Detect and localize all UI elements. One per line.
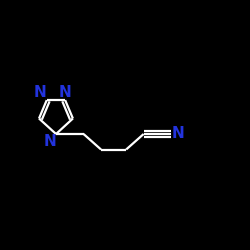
Text: N: N xyxy=(43,134,56,149)
Text: N: N xyxy=(34,85,47,100)
Text: N: N xyxy=(59,85,72,100)
Text: N: N xyxy=(172,126,184,142)
